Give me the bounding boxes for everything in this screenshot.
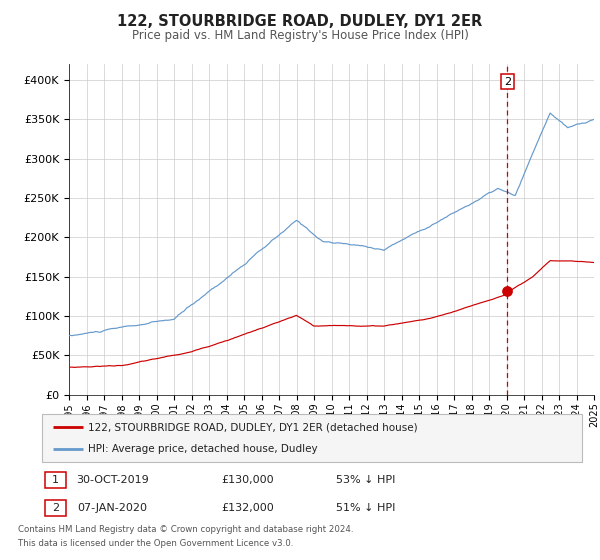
Text: 51% ↓ HPI: 51% ↓ HPI [337,503,395,513]
Text: Contains HM Land Registry data © Crown copyright and database right 2024.: Contains HM Land Registry data © Crown c… [18,525,353,534]
Text: 30-OCT-2019: 30-OCT-2019 [76,475,149,485]
FancyBboxPatch shape [45,472,66,488]
Text: £130,000: £130,000 [221,475,274,485]
Text: Price paid vs. HM Land Registry's House Price Index (HPI): Price paid vs. HM Land Registry's House … [131,29,469,42]
FancyBboxPatch shape [45,500,66,516]
Text: HPI: Average price, detached house, Dudley: HPI: Average price, detached house, Dudl… [88,444,317,454]
Text: 2: 2 [504,77,511,87]
Point [503,287,512,296]
Text: £132,000: £132,000 [221,503,274,513]
Text: 1: 1 [52,475,59,485]
Text: 122, STOURBRIDGE ROAD, DUDLEY, DY1 2ER (detached house): 122, STOURBRIDGE ROAD, DUDLEY, DY1 2ER (… [88,422,418,432]
Text: 2: 2 [52,503,59,513]
Text: This data is licensed under the Open Government Licence v3.0.: This data is licensed under the Open Gov… [18,539,293,548]
Text: 53% ↓ HPI: 53% ↓ HPI [337,475,395,485]
FancyBboxPatch shape [42,414,582,462]
Text: 07-JAN-2020: 07-JAN-2020 [77,503,147,513]
Text: 122, STOURBRIDGE ROAD, DUDLEY, DY1 2ER: 122, STOURBRIDGE ROAD, DUDLEY, DY1 2ER [118,14,482,29]
